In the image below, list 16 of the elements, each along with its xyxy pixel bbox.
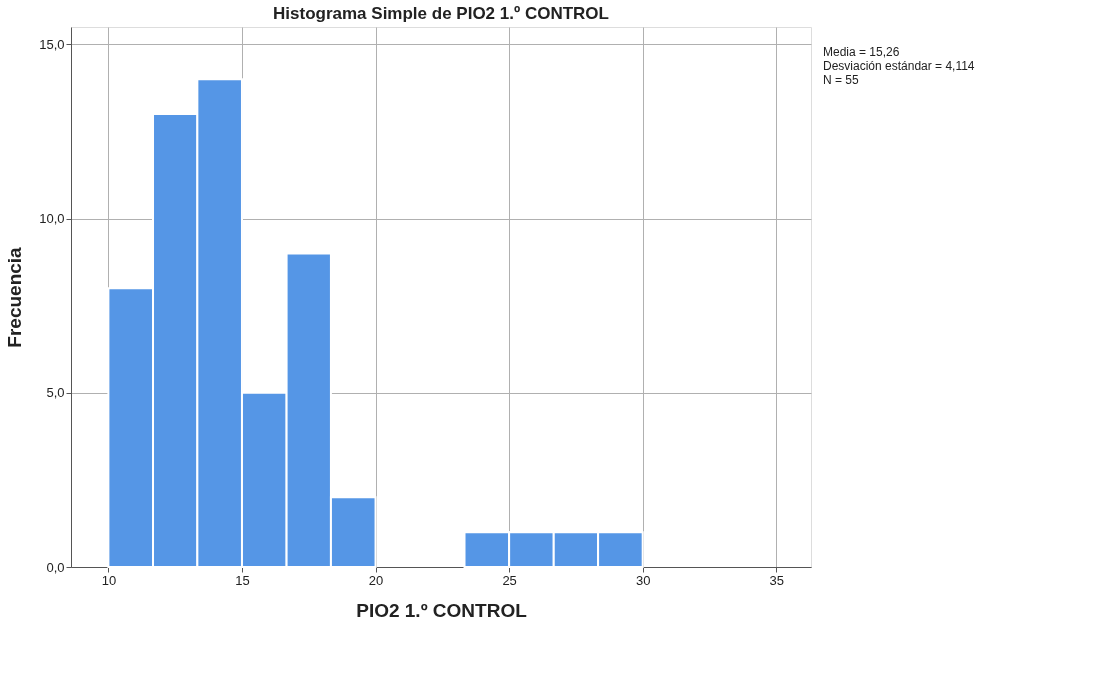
text: N = 55 bbox=[823, 73, 860, 87]
x-tick-label: 30 bbox=[635, 572, 651, 588]
chart-title: Histograma Simple de PIO2 1.º CONTROL bbox=[273, 4, 609, 23]
x-tick-label: 20 bbox=[368, 572, 384, 588]
y-tick-label: 5,0 bbox=[46, 385, 65, 401]
text: Media = 15,26 bbox=[823, 45, 900, 59]
x-tick-label: 25 bbox=[502, 572, 517, 588]
x-tick-label: 10 bbox=[101, 572, 117, 588]
y-tick-label: 10,0 bbox=[39, 211, 65, 227]
text: Desviación estándar = 4,114 bbox=[823, 59, 975, 73]
y-tick-label: 15,0 bbox=[39, 36, 65, 52]
x-tick-label: 35 bbox=[769, 572, 785, 588]
x-tick-label: 15 bbox=[235, 572, 250, 588]
y-tick-label: 0,0 bbox=[46, 559, 65, 575]
x-axis-title: PIO2 1.º CONTROL bbox=[356, 599, 528, 621]
y-axis-title: Frecuencia bbox=[4, 246, 26, 348]
